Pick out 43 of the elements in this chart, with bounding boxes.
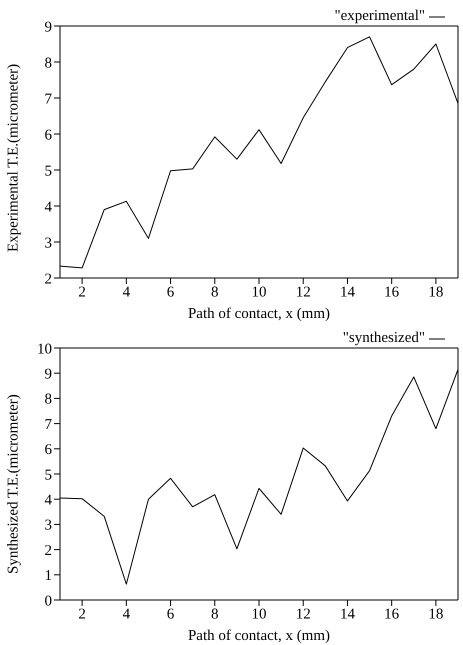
y-tick-label: 1 bbox=[44, 568, 52, 584]
legend-label: "synthesized" bbox=[342, 330, 425, 347]
y-tick-label: 4 bbox=[44, 199, 52, 216]
x-tick-label: 2 bbox=[78, 284, 86, 301]
y-axis-title: Experimental T.E.(micrometer) bbox=[5, 64, 22, 252]
x-tick-label: 14 bbox=[340, 284, 356, 301]
legend-label: "experimental" bbox=[334, 8, 425, 25]
y-tick-label: 2 bbox=[44, 271, 52, 288]
y-tick-label: 7 bbox=[44, 91, 52, 108]
y-tick-label: 9 bbox=[44, 366, 52, 383]
y-tick-label: 6 bbox=[44, 442, 52, 458]
y-tick-label: 10 bbox=[37, 341, 52, 358]
y-tick-label: 5 bbox=[44, 467, 52, 484]
y-tick-label: 7 bbox=[44, 416, 52, 433]
y-tick-label: 6 bbox=[44, 127, 52, 144]
x-tick-label: 8 bbox=[211, 606, 219, 623]
y-tick-label: 3 bbox=[44, 235, 52, 252]
y-axis-title: Synthesized T.E.(micrometer) bbox=[5, 394, 22, 574]
y-tick-label: 2 bbox=[44, 542, 52, 559]
x-tick-label: 8 bbox=[211, 284, 219, 301]
x-tick-label: 10 bbox=[252, 606, 266, 623]
x-tick-label: 16 bbox=[384, 284, 400, 301]
x-tick-label: 18 bbox=[428, 606, 444, 623]
x-tick-label: 10 bbox=[252, 284, 266, 301]
y-tick-label: 5 bbox=[44, 163, 52, 180]
x-tick-label: 16 bbox=[384, 606, 400, 623]
y-tick-label: 0 bbox=[44, 593, 52, 610]
x-tick-label: 6 bbox=[166, 284, 175, 301]
x-tick-label: 4 bbox=[122, 606, 131, 623]
x-axis-title: Path of contact, x (mm) bbox=[188, 628, 330, 644]
y-tick-label: 8 bbox=[44, 392, 52, 408]
x-tick-label: 4 bbox=[122, 284, 131, 301]
x-tick-label: 2 bbox=[78, 606, 86, 623]
x-tick-label: 12 bbox=[296, 284, 311, 301]
x-tick-label: 12 bbox=[296, 606, 311, 623]
x-axis-title: Path of contact, x (mm) bbox=[188, 306, 330, 322]
y-tick-label: 4 bbox=[44, 492, 52, 509]
y-tick-label: 9 bbox=[44, 19, 52, 36]
y-tick-label: 3 bbox=[44, 518, 52, 534]
x-tick-label: 14 bbox=[340, 606, 356, 623]
x-tick-label: 6 bbox=[166, 606, 175, 623]
x-tick-label: 18 bbox=[428, 284, 444, 301]
y-tick-label: 8 bbox=[44, 55, 52, 72]
